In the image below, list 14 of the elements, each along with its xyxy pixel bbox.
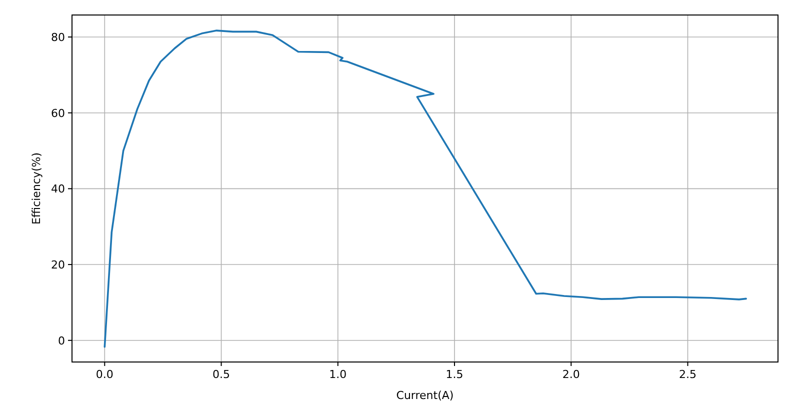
y-tick-label: 20 — [51, 258, 65, 272]
x-tick-label: 0.0 — [96, 368, 114, 381]
y-tick-label: 60 — [51, 106, 65, 120]
y-tick-label: 40 — [51, 182, 65, 196]
x-tick-label: 1.0 — [329, 368, 347, 381]
y-axis-title: Efficiency(%) — [30, 152, 43, 225]
x-axis-title: Current(A) — [396, 389, 454, 402]
x-tick-label: 2.5 — [678, 368, 696, 381]
line-series — [104, 30, 747, 348]
x-tick-label: 1.5 — [446, 368, 464, 381]
x-tick-label: 0.5 — [212, 368, 230, 381]
y-tick-label: 0 — [58, 334, 65, 348]
x-tick-label: 2.0 — [562, 368, 580, 381]
y-tick-label: 80 — [51, 30, 65, 44]
